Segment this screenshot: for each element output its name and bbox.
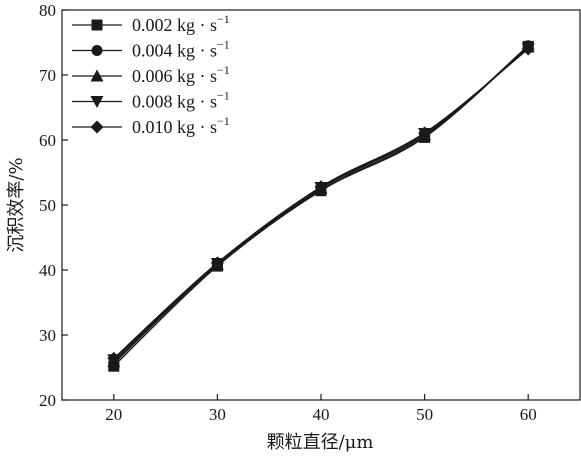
legend-marker <box>90 69 104 82</box>
legend-label-superscript: −1 <box>217 89 230 103</box>
series-2 <box>108 40 534 370</box>
x-tick-label: 40 <box>313 405 330 424</box>
legend-label-superscript: −1 <box>217 114 230 128</box>
x-axis-ticks: 20 30 40 50 60 <box>105 394 537 424</box>
legend-label-text: 0.004 kg · s <box>132 41 217 61</box>
series-3 <box>107 40 535 368</box>
legend-label-superscript: −1 <box>217 63 230 77</box>
legend-marker <box>90 96 104 108</box>
legend-label: 0.010 kg · s−1 <box>132 114 230 137</box>
legend-label: 0.008 kg · s−1 <box>132 89 230 112</box>
x-tick-label: 20 <box>105 405 122 424</box>
legend-label-text: 0.010 kg · s <box>132 117 217 137</box>
legend-label: 0.006 kg · s−1 <box>132 63 230 86</box>
legend: 0.002 kg · s−10.004 kg · s−10.006 kg · s… <box>72 12 230 137</box>
legend-marker <box>91 45 103 56</box>
legend-label: 0.004 kg · s−1 <box>132 38 230 61</box>
legend-entry-1: 0.002 kg · s−1 <box>72 12 230 35</box>
y-tick-label: 80 <box>39 1 56 20</box>
y-axis-ticks: 20 30 40 50 60 70 80 <box>39 1 68 410</box>
data-point <box>107 351 121 365</box>
y-tick-label: 30 <box>39 326 56 345</box>
legend-label-text: 0.006 kg · s <box>132 66 217 86</box>
y-tick-label: 50 <box>39 196 56 215</box>
legend-label: 0.002 kg · s−1 <box>132 12 230 35</box>
y-tick-label: 20 <box>39 391 56 410</box>
legend-marker <box>91 19 103 31</box>
x-axis-title: 颗粒直径/μm <box>267 432 374 453</box>
series-5 <box>107 42 535 365</box>
y-axis-title: 沉积效率/% <box>6 157 27 252</box>
legend-entry-4: 0.008 kg · s−1 <box>72 89 230 112</box>
legend-entry-5: 0.010 kg · s−1 <box>72 114 230 137</box>
legend-label-text: 0.008 kg · s <box>132 92 217 112</box>
series-layer <box>107 40 535 372</box>
legend-entry-3: 0.006 kg · s−1 <box>72 63 230 86</box>
x-tick-label: 50 <box>416 405 433 424</box>
y-tick-label: 60 <box>39 131 56 150</box>
data-point <box>418 126 432 140</box>
data-point <box>521 42 535 56</box>
data-point <box>314 180 328 194</box>
x-tick-label: 30 <box>209 405 226 424</box>
legend-label-text: 0.002 kg · s <box>132 15 217 35</box>
data-point <box>210 256 224 270</box>
y-tick-label: 70 <box>39 66 56 85</box>
legend-label-superscript: −1 <box>217 38 230 52</box>
legend-entry-2: 0.004 kg · s−1 <box>72 38 230 61</box>
y-tick-label: 40 <box>39 261 56 280</box>
legend-marker <box>90 120 104 134</box>
x-tick-label: 60 <box>520 405 537 424</box>
legend-label-superscript: −1 <box>217 12 230 26</box>
